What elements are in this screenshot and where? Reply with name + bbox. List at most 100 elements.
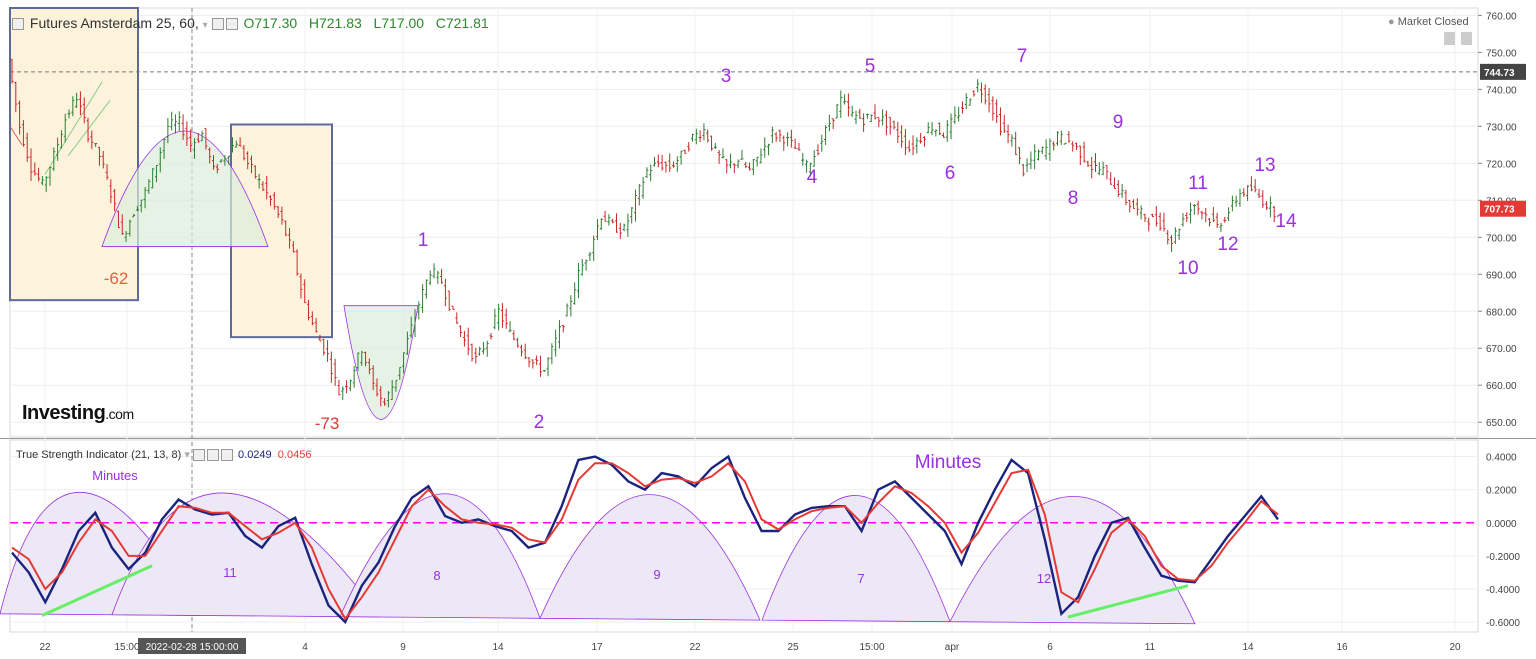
ohlc-bar	[451, 305, 455, 310]
ohlc-bar	[474, 347, 478, 364]
ohlc-bar	[934, 129, 938, 137]
ohlc-bar	[710, 135, 714, 151]
ohlc-bar	[729, 153, 733, 169]
collapse-icon[interactable]	[12, 18, 24, 31]
ohlc-bar	[786, 132, 790, 147]
ohlc-bar	[337, 379, 341, 396]
ohlc-bar	[1113, 177, 1117, 190]
ohlc-bar	[588, 252, 592, 261]
ohlc-bar	[660, 154, 664, 171]
ohlc-bar	[649, 164, 653, 182]
ohlc-bar	[706, 129, 710, 143]
indicator-settings-icon[interactable]	[206, 449, 219, 462]
ohlc-bar	[1249, 176, 1253, 192]
ohlc-bar	[375, 378, 379, 397]
tsi-line-2	[11, 461, 1279, 621]
indicator-tick-label: 0.0000	[1486, 519, 1517, 530]
ohlc-bar	[71, 96, 75, 117]
ohlc-bar	[614, 213, 618, 233]
ohlc-bar	[314, 318, 318, 333]
indicator-arc	[539, 494, 761, 621]
indicator-annotation: Minutes	[92, 468, 138, 483]
ohlc-bar	[941, 132, 945, 138]
ohlc-bar	[269, 195, 273, 206]
ohlc-bar	[170, 111, 174, 131]
price-tick-label: 650.00	[1486, 418, 1517, 429]
ohlc-bar	[250, 155, 254, 174]
ohlc-bar	[1257, 188, 1261, 199]
ohlc-bar	[329, 351, 333, 383]
ohlc-bar	[748, 162, 752, 171]
price-tick-label: 660.00	[1486, 381, 1517, 392]
ohlc-bar	[691, 133, 695, 142]
ohlc-bar	[504, 308, 508, 329]
ohlc-bar	[725, 159, 729, 174]
ohlc-bar	[97, 146, 101, 166]
ohlc-bar	[162, 138, 166, 159]
dropdown-icon[interactable]: ▾	[202, 20, 208, 31]
indicator-annotation: Minutes	[915, 452, 982, 473]
ohlc-bar	[641, 176, 645, 199]
visibility-icon[interactable]	[211, 18, 224, 31]
ohlc-bar	[52, 147, 56, 171]
indicator-dropdown-icon[interactable]: ▾	[184, 449, 190, 461]
divergence-line-2	[1067, 584, 1189, 619]
ohlc-bar	[485, 340, 489, 357]
ohlc-bar	[915, 137, 919, 154]
ohlc-bar	[1272, 205, 1276, 223]
ohlc-bar	[599, 218, 603, 231]
indicator-tick-label: 0.4000	[1486, 453, 1517, 464]
ohlc-bar	[622, 223, 626, 232]
ohlc-bar	[816, 144, 820, 156]
market-status: ● Market Closed	[1388, 16, 1469, 28]
ohlc-bar	[227, 155, 231, 165]
indicator-annotation: 12	[1037, 571, 1051, 586]
ohlc-bar	[1139, 205, 1143, 220]
ohlc-bar	[493, 308, 497, 330]
ohlc-bar	[428, 270, 432, 286]
ohlc-bar	[242, 144, 246, 161]
ohlc-bar	[1128, 199, 1132, 213]
ohlc-bar	[542, 370, 546, 372]
ohlc-bar	[189, 129, 193, 153]
ohlc-bar	[611, 218, 615, 224]
ohlc-bar	[147, 179, 151, 194]
ohlc-bar	[793, 138, 797, 149]
wave-label: 3	[721, 66, 732, 87]
ohlc-bar	[595, 218, 599, 240]
price-tick-label: 750.00	[1486, 48, 1517, 59]
ohlc-bar	[421, 284, 425, 313]
ohlc-bar	[713, 143, 717, 150]
ohlc-bar	[869, 114, 873, 123]
indicator-visibility-icon[interactable]	[192, 449, 205, 462]
scroll-down-icon[interactable]	[1444, 32, 1455, 45]
ohlc-bar	[751, 158, 755, 175]
ohlc-bar	[1162, 212, 1166, 232]
price-tick-label: 760.00	[1486, 11, 1517, 22]
ohlc-bar	[326, 340, 330, 362]
indicator-arc	[111, 492, 381, 618]
ohlc-bar	[413, 309, 417, 338]
ohlc-bar	[379, 385, 383, 407]
ohlc-bar	[1154, 206, 1158, 227]
ohlc-bar	[29, 148, 33, 181]
ohlc-bar	[90, 130, 94, 150]
ohlc-bar	[554, 329, 558, 357]
low-value: L717.00	[373, 15, 425, 31]
ohlc-bar	[763, 137, 767, 158]
ohlc-bar	[995, 99, 999, 124]
ohlc-bar	[105, 164, 109, 180]
ohlc-bar	[143, 187, 147, 209]
ohlc-bar	[538, 355, 542, 377]
ohlc-bar	[1238, 188, 1242, 207]
scroll-up-icon[interactable]	[1461, 32, 1472, 45]
ohlc-bar	[1166, 230, 1170, 245]
ohlc-bar	[424, 279, 428, 299]
settings-icon[interactable]	[225, 18, 238, 31]
x-tick-label: 6	[1047, 642, 1053, 653]
ohlc-bar	[18, 100, 22, 135]
ohlc-bar	[1120, 184, 1124, 199]
indicator-close-icon[interactable]	[220, 449, 233, 462]
